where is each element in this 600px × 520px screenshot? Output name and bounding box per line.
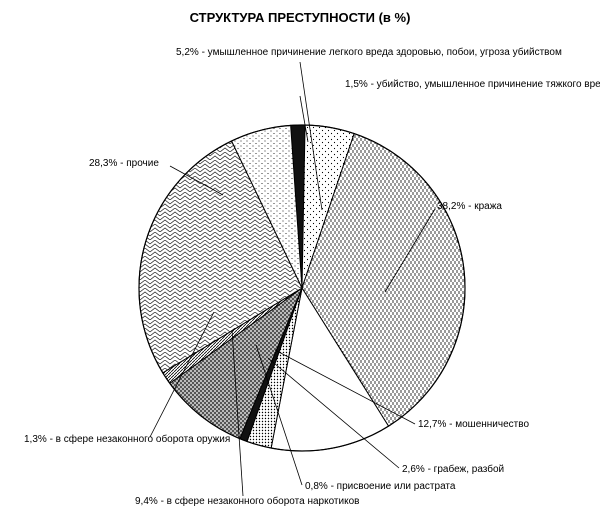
leader-line — [299, 61, 323, 211]
slice-label: 5,2% - умышленное причинение легкого вре… — [176, 46, 562, 58]
pie-outline — [138, 124, 466, 452]
slice-labels: 1,5% - убийство, умышленное причинение т… — [24, 46, 600, 507]
slice-label: 1,3% - в сфере незаконного оборота оружи… — [24, 433, 230, 445]
slice-label: 9,4% - в сфере незаконного оборота нарко… — [135, 495, 359, 507]
leader-line — [299, 95, 309, 143]
slice-label: 0,8% - присвоение или растрата — [305, 481, 456, 492]
leader-line — [169, 165, 224, 196]
slice-label: 2,6% - грабеж, разбой — [402, 463, 504, 475]
leader-line — [274, 349, 416, 425]
chart-title: СТРУКТУРА ПРЕСТУПНОСТИ (в %) — [190, 10, 411, 25]
leader-line — [384, 208, 436, 293]
leader-line — [149, 311, 215, 438]
slice-label: 12,7% - мошенничество — [418, 419, 529, 430]
leader-lines — [149, 61, 436, 497]
slice-label: 1,5% - убийство, умышленное причинение т… — [345, 78, 600, 90]
leader-line — [255, 344, 303, 486]
slice-label: 28,3% - прочие — [89, 158, 159, 169]
leader-line — [231, 329, 244, 497]
leader-line — [267, 357, 400, 469]
pie-slices — [138, 124, 466, 452]
slice-label: 38,2% - кража — [437, 201, 502, 212]
